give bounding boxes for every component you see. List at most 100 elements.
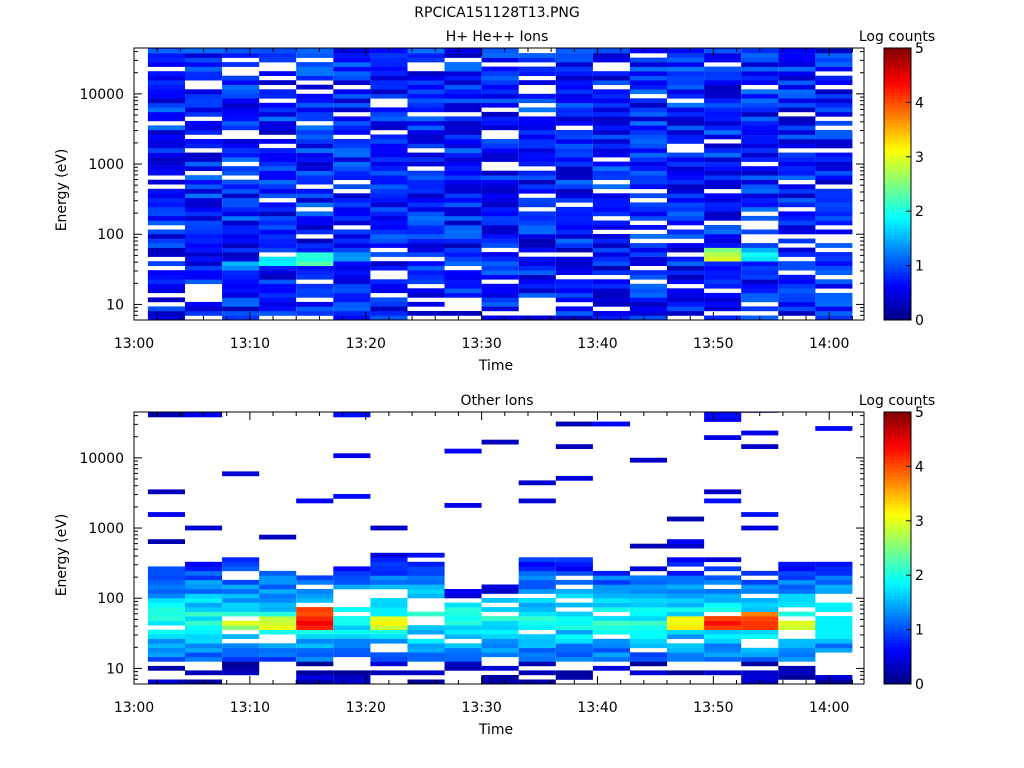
heatmap-cell (185, 120, 223, 126)
heatmap-cell (629, 66, 667, 72)
heatmap-cell (370, 220, 408, 226)
heatmap-cell (259, 220, 297, 226)
heatmap-cell (296, 579, 334, 585)
colorbar-swatch (884, 446, 911, 450)
heatmap-cell (147, 197, 185, 203)
heatmap-cell (667, 202, 705, 208)
heatmap-cell (222, 589, 260, 594)
heatmap-cell (407, 225, 445, 230)
y-tick-label: 10 (106, 661, 124, 677)
heatmap-cell (147, 62, 185, 67)
heatmap-cell (518, 143, 556, 149)
heatmap-cell (778, 598, 816, 603)
heatmap-cell (667, 175, 705, 180)
heatmap-cell (407, 197, 445, 203)
heatmap-cell (333, 620, 371, 626)
colorbar-swatch (884, 622, 911, 627)
heatmap-cell (555, 288, 593, 294)
colorbar-tick-label: 1 (915, 259, 924, 275)
colorbar-swatch (884, 282, 911, 287)
heatmap-cell (185, 215, 223, 221)
colorbar-swatch (884, 54, 911, 59)
heatmap-cell (815, 426, 853, 431)
heatmap-cell (518, 261, 556, 266)
heatmap-cell (592, 225, 630, 230)
heatmap-cell (704, 102, 742, 108)
heatmap-cell (815, 157, 853, 162)
heatmap-cell (629, 157, 667, 162)
heatmap-cell (259, 274, 297, 280)
heatmap-cell (147, 188, 185, 194)
heatmap-cell (518, 57, 556, 63)
heatmap-cell (296, 225, 334, 230)
colorbar-swatch (884, 670, 911, 675)
heatmap-cell (296, 629, 334, 635)
heatmap-cell (185, 157, 223, 162)
heatmap-cell (185, 188, 223, 194)
heatmap-cell (629, 598, 667, 603)
heatmap-cell (333, 166, 371, 171)
heatmap-cell (815, 134, 853, 140)
heatmap-cell (444, 243, 482, 248)
heatmap-cell (741, 675, 779, 680)
heatmap-cell (259, 89, 297, 95)
heatmap-cell (815, 111, 853, 117)
x-tick-label: 13:20 (346, 336, 386, 352)
heatmap-cell (778, 593, 816, 599)
heatmap-cell (444, 647, 482, 653)
heatmap-cell (518, 116, 556, 122)
heatmap-cell (185, 256, 223, 262)
heatmap-cell (629, 625, 667, 630)
colorbar-swatch (884, 180, 911, 185)
heatmap-cell (741, 62, 779, 67)
heatmap-cell (222, 279, 260, 285)
heatmap-cell (667, 634, 705, 639)
heatmap-cell (333, 102, 371, 108)
heatmap-cell (815, 143, 853, 149)
heatmap-cell (222, 243, 260, 248)
heatmap-cell (629, 125, 667, 131)
heatmap-cell (333, 607, 371, 612)
heatmap-cell (778, 102, 816, 108)
heatmap-cell (592, 311, 630, 316)
heatmap-cell (370, 611, 408, 617)
heatmap-cell (481, 652, 519, 658)
heatmap-cell (333, 215, 371, 221)
colorbar-swatch (884, 585, 911, 590)
heatmap-cell (333, 80, 371, 85)
heatmap-cell (555, 152, 593, 158)
colorbar-swatch (884, 473, 911, 477)
heatmap-cell (222, 107, 260, 113)
heatmap-cell (555, 421, 593, 427)
heatmap-cell (370, 107, 408, 113)
heatmap-cell (222, 215, 260, 221)
heatmap-cell (259, 102, 297, 108)
x-tick-label: 13:50 (693, 336, 733, 352)
colorbar-swatch (884, 680, 911, 685)
heatmap-cell (704, 161, 742, 167)
heatmap-cell (407, 75, 445, 81)
heatmap-cell (444, 225, 482, 230)
heatmap-cell (592, 220, 630, 226)
heatmap-cell (741, 215, 779, 221)
heatmap-cell (370, 579, 408, 585)
heatmap-cell (333, 616, 371, 621)
heatmap-cell (481, 93, 519, 99)
heatmap-cell (444, 66, 482, 72)
heatmap-cell (778, 197, 816, 203)
heatmap-cell (704, 130, 742, 135)
colorbar-swatch (884, 500, 911, 505)
heatmap-cell (222, 598, 260, 603)
heatmap-cell (407, 301, 445, 307)
heatmap-cell (407, 107, 445, 113)
heatmap-cell (370, 215, 408, 221)
heatmap-cell (815, 620, 853, 626)
heatmap-cell (407, 552, 445, 558)
colorbar-swatch (884, 483, 911, 488)
colorbar-swatch (884, 71, 911, 76)
heatmap-cell (704, 417, 742, 422)
heatmap-cell (222, 84, 260, 90)
colorbar-swatch (884, 595, 911, 600)
y-tick-label: 10000 (79, 87, 124, 103)
heatmap-cell (370, 229, 408, 235)
